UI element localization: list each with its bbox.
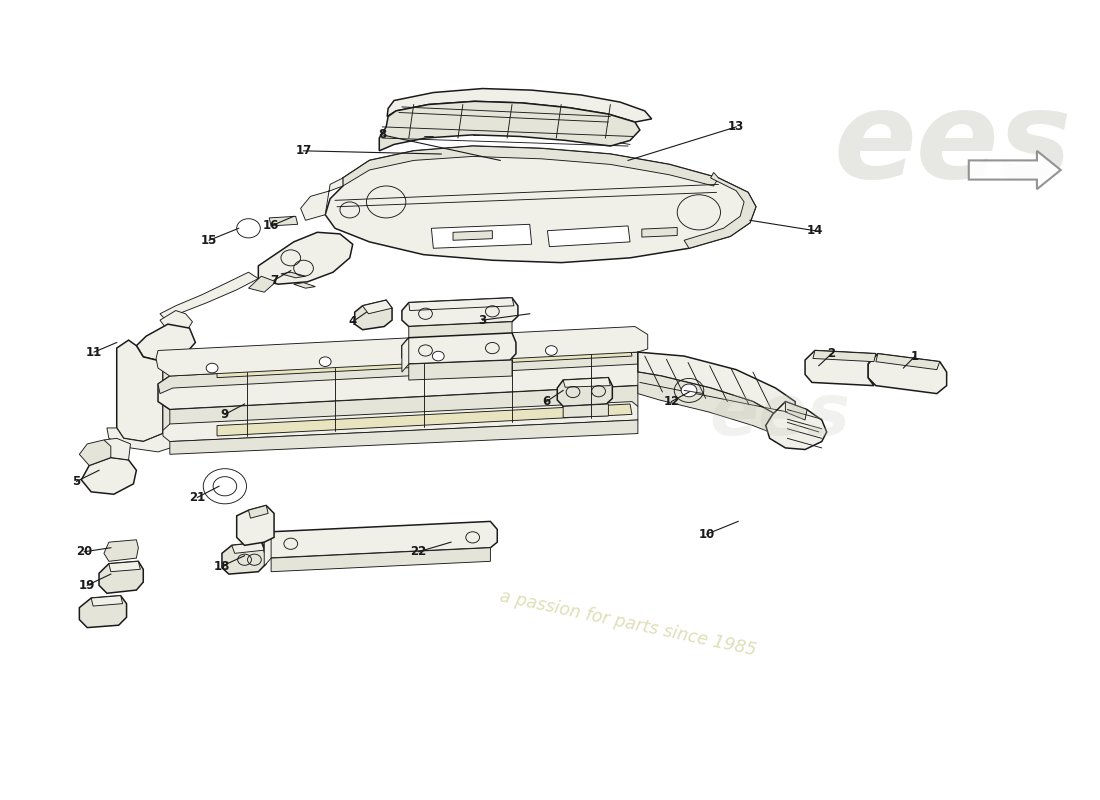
Polygon shape — [638, 352, 795, 422]
Polygon shape — [249, 276, 276, 292]
Text: 18: 18 — [213, 560, 230, 573]
Polygon shape — [813, 350, 876, 362]
Polygon shape — [563, 378, 611, 387]
Polygon shape — [91, 596, 122, 606]
Polygon shape — [387, 89, 651, 122]
Polygon shape — [163, 354, 187, 442]
Polygon shape — [103, 438, 131, 460]
Polygon shape — [99, 562, 143, 594]
Polygon shape — [641, 227, 678, 237]
Polygon shape — [107, 428, 187, 452]
Polygon shape — [160, 272, 258, 320]
Polygon shape — [402, 298, 518, 326]
Polygon shape — [109, 562, 141, 572]
Polygon shape — [409, 298, 514, 310]
Polygon shape — [363, 300, 392, 314]
Polygon shape — [222, 542, 266, 574]
Polygon shape — [402, 338, 409, 372]
Circle shape — [319, 357, 331, 366]
Polygon shape — [409, 360, 512, 380]
Polygon shape — [354, 300, 392, 330]
Polygon shape — [103, 540, 139, 562]
Text: 4: 4 — [349, 315, 356, 328]
Text: 13: 13 — [728, 120, 745, 134]
Text: 16: 16 — [263, 219, 279, 233]
Polygon shape — [785, 402, 807, 420]
Polygon shape — [453, 230, 493, 240]
Text: a passion for parts since 1985: a passion for parts since 1985 — [498, 587, 758, 660]
Text: 20: 20 — [76, 546, 92, 558]
Polygon shape — [969, 151, 1060, 189]
Polygon shape — [117, 340, 163, 442]
Circle shape — [213, 477, 236, 496]
Text: 5: 5 — [73, 475, 80, 488]
Circle shape — [681, 384, 697, 397]
Polygon shape — [136, 324, 196, 362]
Polygon shape — [217, 404, 632, 436]
Text: 8: 8 — [378, 128, 386, 142]
Polygon shape — [271, 548, 491, 572]
Polygon shape — [326, 146, 756, 262]
Polygon shape — [258, 232, 353, 284]
Polygon shape — [805, 350, 876, 386]
Polygon shape — [236, 506, 274, 546]
Polygon shape — [558, 378, 613, 406]
Polygon shape — [280, 272, 306, 278]
Text: 1: 1 — [911, 350, 920, 362]
Text: 11: 11 — [86, 346, 102, 358]
Polygon shape — [868, 354, 947, 394]
Text: 21: 21 — [189, 491, 206, 504]
Polygon shape — [684, 172, 756, 248]
Polygon shape — [343, 146, 718, 186]
Text: 17: 17 — [296, 144, 311, 158]
Circle shape — [432, 351, 444, 361]
Polygon shape — [163, 402, 638, 442]
Polygon shape — [548, 226, 630, 246]
Polygon shape — [270, 216, 298, 226]
Polygon shape — [160, 310, 192, 332]
Polygon shape — [402, 333, 516, 364]
Text: 10: 10 — [698, 528, 715, 541]
Polygon shape — [300, 178, 343, 220]
Polygon shape — [169, 420, 638, 454]
Text: 22: 22 — [410, 546, 427, 558]
Polygon shape — [766, 402, 827, 450]
Polygon shape — [156, 326, 648, 376]
Circle shape — [546, 346, 558, 355]
Polygon shape — [563, 404, 608, 418]
Polygon shape — [264, 522, 497, 558]
Polygon shape — [79, 596, 126, 628]
Polygon shape — [379, 102, 640, 151]
Polygon shape — [264, 532, 271, 566]
Polygon shape — [876, 354, 939, 370]
Text: 3: 3 — [478, 314, 486, 326]
Circle shape — [206, 363, 218, 373]
Text: 7: 7 — [270, 274, 278, 286]
Text: 19: 19 — [79, 578, 96, 592]
Text: 9: 9 — [221, 408, 229, 421]
Polygon shape — [158, 352, 638, 394]
Polygon shape — [81, 458, 136, 494]
Text: 6: 6 — [542, 395, 551, 408]
Polygon shape — [169, 386, 638, 430]
Polygon shape — [638, 372, 785, 438]
Polygon shape — [431, 224, 531, 248]
Polygon shape — [158, 352, 650, 410]
Polygon shape — [249, 506, 268, 518]
Text: 2: 2 — [827, 347, 836, 360]
Text: 12: 12 — [663, 395, 680, 408]
Text: ees: ees — [834, 86, 1071, 203]
Polygon shape — [232, 542, 264, 554]
Polygon shape — [294, 282, 316, 288]
Polygon shape — [79, 440, 113, 466]
Text: 14: 14 — [806, 224, 823, 237]
Polygon shape — [409, 322, 512, 342]
Text: 15: 15 — [201, 234, 218, 246]
Polygon shape — [217, 346, 632, 378]
Text: ees: ees — [710, 382, 850, 450]
